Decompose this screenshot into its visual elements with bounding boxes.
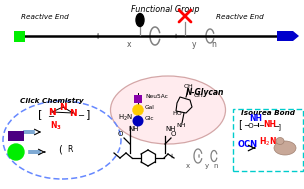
Text: Isourea Bond: Isourea Bond xyxy=(241,110,295,116)
Text: ─: ─ xyxy=(259,123,263,129)
Text: Reactive End: Reactive End xyxy=(216,14,264,20)
Text: ─]: ─] xyxy=(274,123,281,130)
Text: y: y xyxy=(192,40,196,49)
Text: n: n xyxy=(212,40,216,49)
Text: y: y xyxy=(205,163,209,169)
Text: R: R xyxy=(67,145,73,154)
Text: Glc: Glc xyxy=(145,116,154,121)
Text: OH: OH xyxy=(184,84,194,89)
Text: $\mathbf{N_3}$: $\mathbf{N_3}$ xyxy=(11,144,23,156)
Ellipse shape xyxy=(136,13,144,26)
Text: NH: NH xyxy=(250,114,262,123)
Text: x: x xyxy=(186,163,190,169)
Text: $\mathbf{N_3}$: $\mathbf{N_3}$ xyxy=(50,120,62,132)
Text: N: N xyxy=(59,103,67,112)
Text: ─: ─ xyxy=(48,111,53,120)
Text: HO: HO xyxy=(172,111,182,116)
Text: N-Glycan: N-Glycan xyxy=(186,88,224,97)
Text: ]: ] xyxy=(86,109,90,119)
Text: H$_2$N: H$_2$N xyxy=(259,136,277,149)
Text: Neu5Ac: Neu5Ac xyxy=(145,94,168,99)
Text: [: [ xyxy=(238,119,242,129)
Text: N: N xyxy=(69,109,77,118)
Text: Reactive End: Reactive End xyxy=(21,14,69,20)
Ellipse shape xyxy=(110,76,226,144)
Text: OCN: OCN xyxy=(238,140,258,149)
Text: O: O xyxy=(117,131,123,137)
Circle shape xyxy=(8,144,24,160)
Text: N: N xyxy=(48,108,56,117)
Ellipse shape xyxy=(274,141,296,155)
Text: NH: NH xyxy=(165,126,175,132)
Text: OH: OH xyxy=(194,93,204,98)
Text: x: x xyxy=(127,40,131,49)
FancyBboxPatch shape xyxy=(14,30,25,42)
Text: NH: NH xyxy=(128,126,139,132)
Text: Click Chemistry: Click Chemistry xyxy=(20,98,84,104)
Text: [: [ xyxy=(38,109,42,119)
Text: Gal: Gal xyxy=(145,105,155,110)
Ellipse shape xyxy=(276,138,284,145)
Circle shape xyxy=(133,115,143,126)
Text: H$_2$N: H$_2$N xyxy=(119,113,133,123)
Text: O: O xyxy=(170,131,176,137)
Text: NH: NH xyxy=(263,120,276,129)
Text: (: ( xyxy=(58,144,62,154)
Text: ─: ─ xyxy=(78,110,83,119)
Circle shape xyxy=(133,105,143,115)
Text: Functional Group: Functional Group xyxy=(131,5,199,14)
FancyBboxPatch shape xyxy=(8,131,24,141)
Text: n: n xyxy=(214,163,218,169)
Text: NH: NH xyxy=(176,123,185,128)
Text: ─O─: ─O─ xyxy=(244,123,258,129)
Polygon shape xyxy=(277,31,299,41)
